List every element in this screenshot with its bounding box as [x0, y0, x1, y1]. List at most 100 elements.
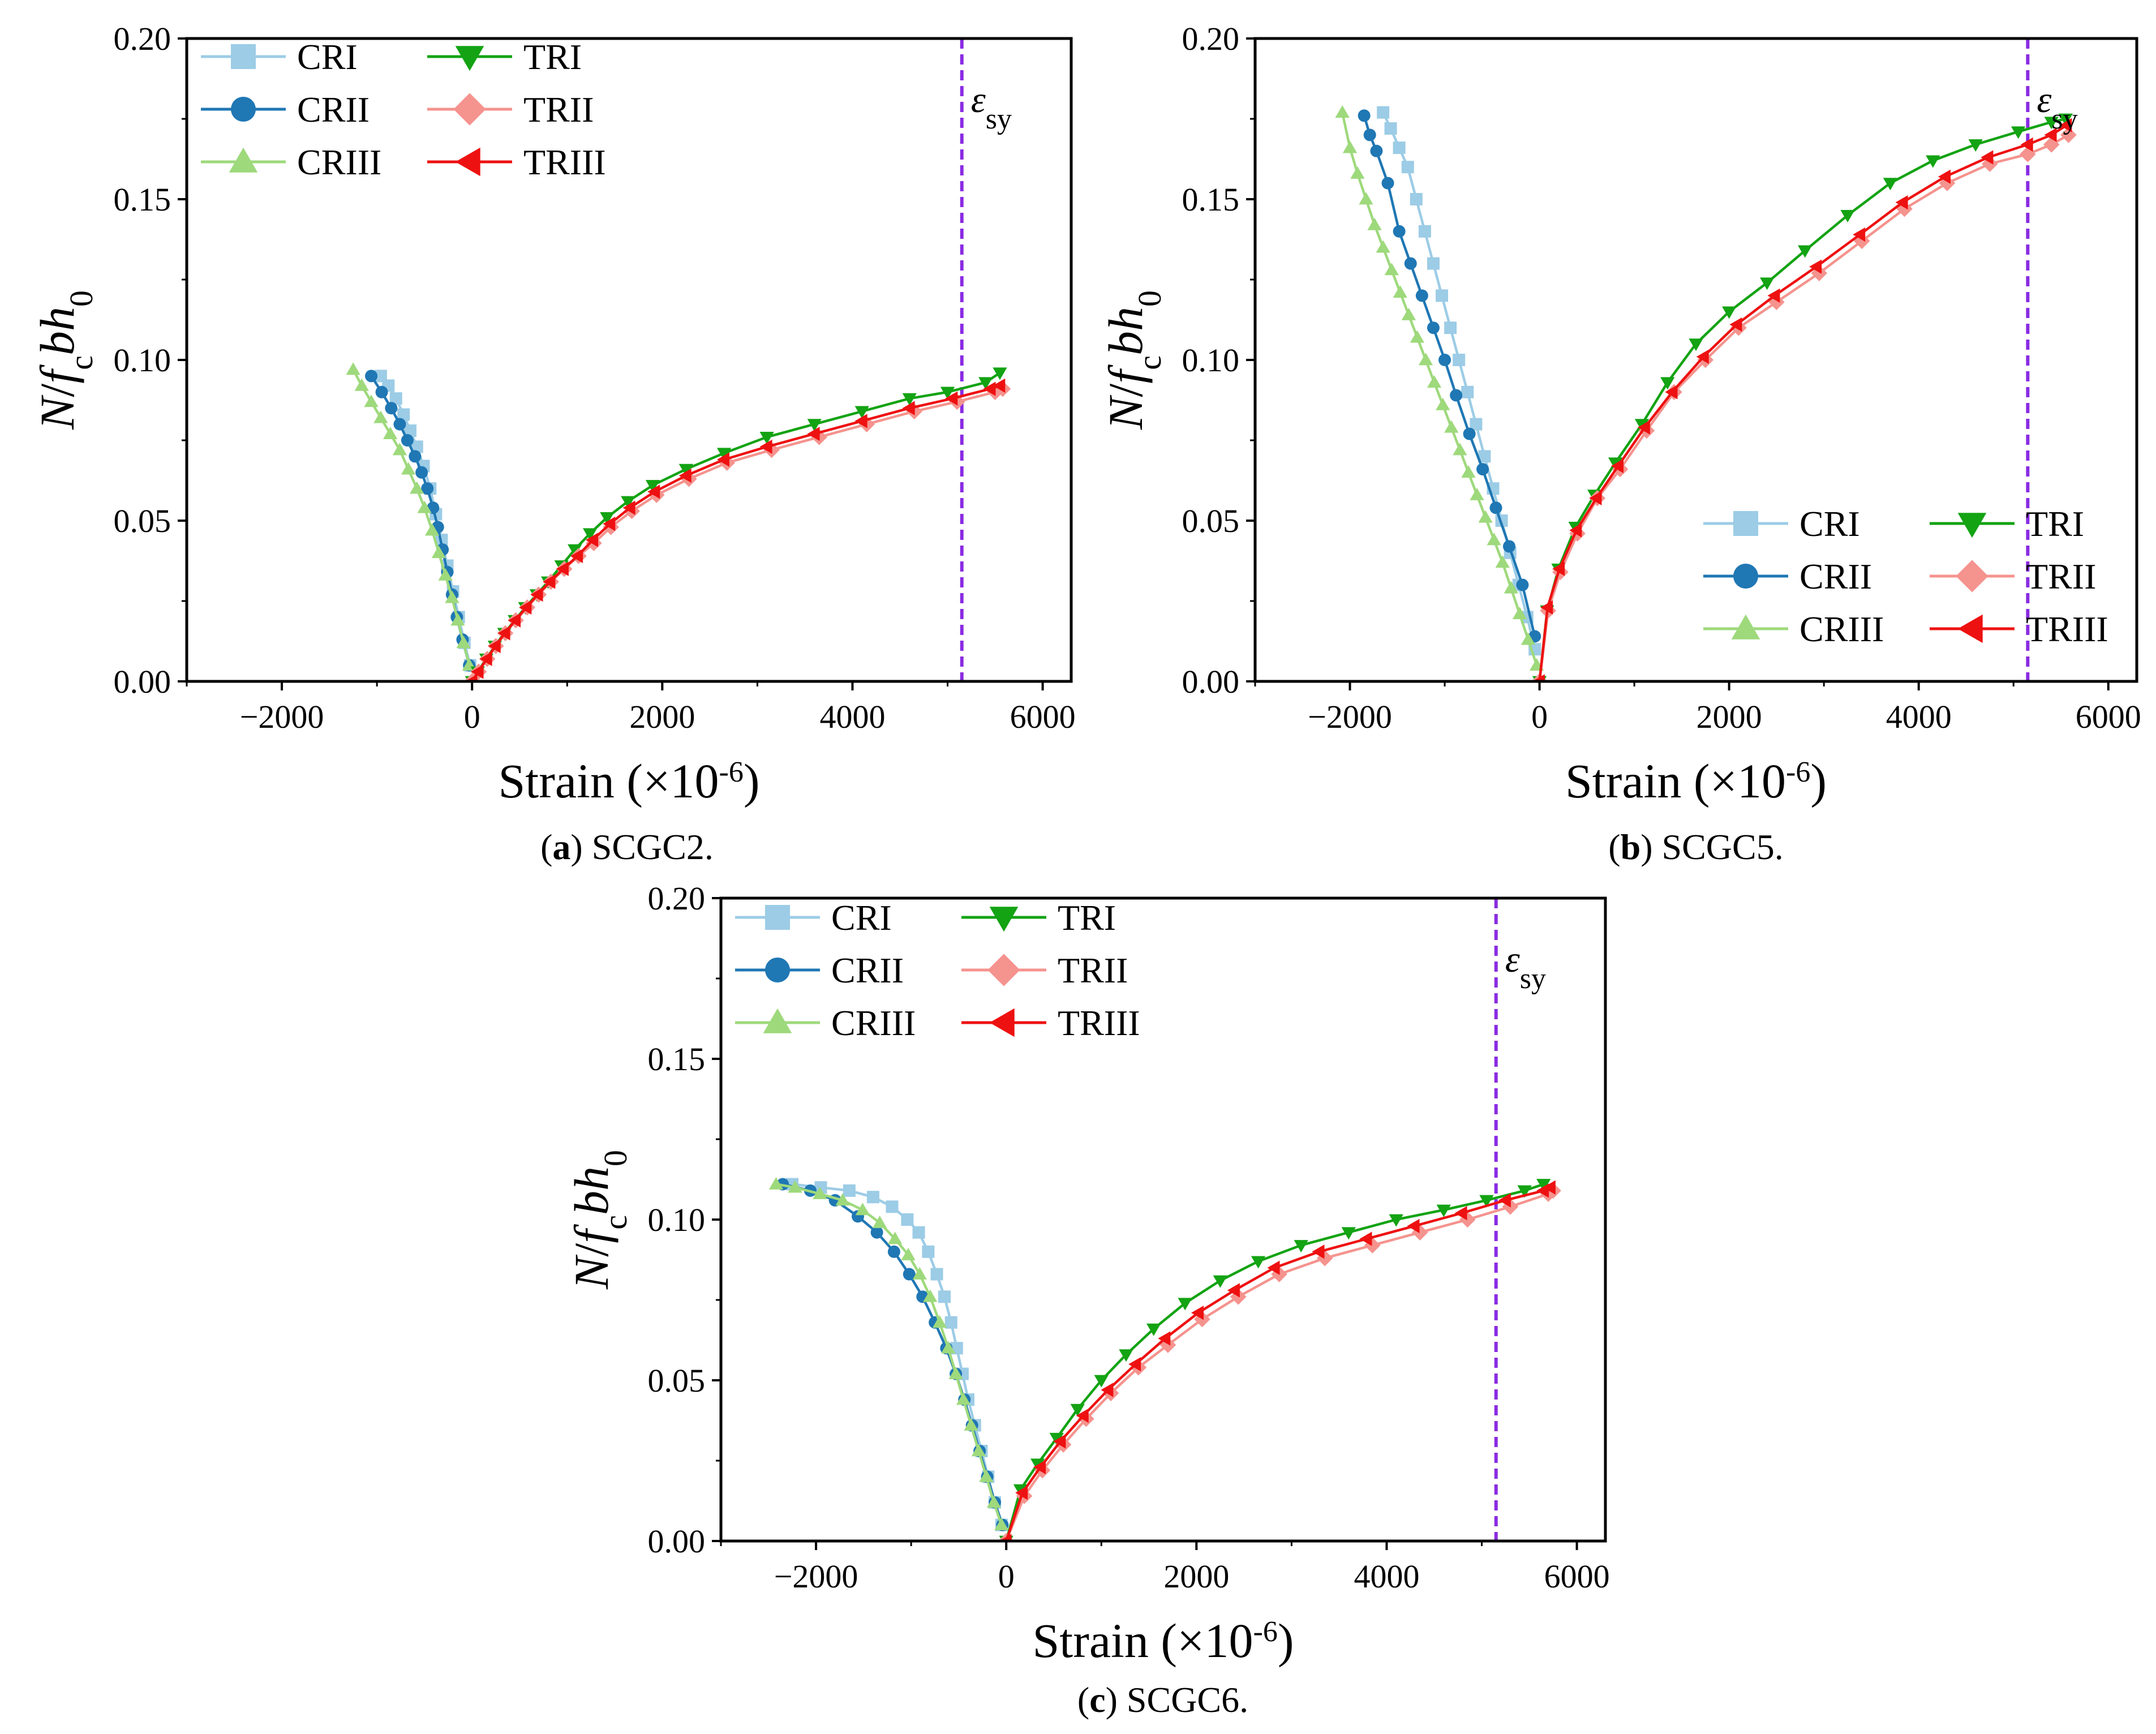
data-point-CRIII — [912, 1267, 927, 1280]
data-point-TRIII — [1665, 385, 1678, 400]
data-point-CRI — [901, 1213, 914, 1226]
x-tick-label: 6000 — [1010, 698, 1076, 735]
yield-strain-label: εsy — [971, 79, 1012, 135]
data-point-CRIII — [964, 1418, 978, 1431]
legend-label-CRI: CRI — [1799, 504, 1860, 544]
data-point-CRIII — [456, 636, 471, 649]
y-tick-label: 0.20 — [114, 20, 171, 57]
data-point-CRII — [1404, 257, 1417, 270]
x-axis-title: Strain (×10-6) — [1032, 1613, 1294, 1668]
data-point-TRIII — [983, 381, 996, 396]
data-point-CRII — [393, 418, 406, 431]
legend-label-TRIII: TRIII — [2026, 609, 2108, 649]
series-line-CRI — [1382, 111, 1536, 650]
data-point-CRIII — [932, 1315, 947, 1328]
data-point-CRII — [887, 1245, 900, 1258]
data-point-TRIII — [1532, 674, 1545, 681]
data-point-CRIII — [1521, 632, 1536, 645]
chart-panel-b: −2000 0 2000 4000 6000 0.00 0.05 0.10 0.15 0.20 St… — [1098, 20, 2141, 867]
data-point-CRIII — [1410, 330, 1425, 343]
legend-marker-CRI — [231, 44, 256, 69]
data-point-TRIII — [1015, 1486, 1028, 1500]
legend-marker-CRII — [765, 958, 790, 982]
data-point-TRI — [854, 406, 869, 419]
series-line-TRIII — [471, 384, 1000, 681]
data-point-TRIII — [1543, 1180, 1556, 1195]
series-line-TRII — [471, 388, 1003, 681]
data-point-CRIII — [445, 590, 459, 603]
data-point-CRI — [1393, 141, 1406, 154]
x-tick-label: 2000 — [1163, 1558, 1229, 1595]
legend-marker-TRII — [1956, 560, 1988, 593]
data-point-TRII — [1811, 265, 1828, 281]
data-point-TRI — [1389, 1214, 1403, 1227]
data-point-TRIII — [603, 517, 616, 531]
data-point-CRI — [922, 1245, 935, 1258]
data-point-TRI — [582, 528, 598, 541]
data-point-TRIII — [2059, 118, 2072, 133]
data-point-TRIII — [716, 452, 729, 467]
x-tick-label: 0 — [998, 1558, 1015, 1595]
data-point-CRI — [938, 1290, 951, 1303]
data-point-CRI — [944, 1316, 957, 1329]
legend-marker-CRI — [1733, 511, 1758, 536]
legend-marker-TRI — [1957, 513, 1987, 538]
data-point-CRII — [1476, 463, 1489, 476]
data-point-CRI — [410, 440, 423, 453]
data-point-TRII — [1411, 1224, 1428, 1241]
data-point-TRI — [2044, 117, 2059, 130]
plot-area — [1335, 105, 2077, 681]
data-point-TRI — [568, 544, 582, 557]
data-point-CRIII — [1512, 607, 1527, 620]
data-point-TRIII — [1128, 1357, 1141, 1372]
data-point-TRI — [940, 387, 955, 400]
data-point-CRIII — [979, 1469, 994, 1482]
data-point-CRII — [1463, 427, 1476, 440]
data-point-CRI — [930, 1268, 943, 1281]
data-point-CRI — [1436, 289, 1449, 302]
data-point-CRII — [401, 434, 414, 447]
data-point-TRIII — [678, 468, 692, 483]
data-point-TRI — [1146, 1323, 1161, 1336]
legend-label-CRII: CRII — [831, 950, 904, 990]
data-point-TRII — [1316, 1250, 1333, 1267]
legend-label-CRIII: CRIII — [1799, 609, 1884, 649]
data-point-TRIII — [1552, 561, 1565, 576]
data-point-CRIII — [873, 1216, 887, 1229]
data-point-TRI — [1479, 1195, 1494, 1208]
legend-marker-CRII — [231, 97, 256, 122]
legend-label-CRI: CRI — [297, 37, 358, 77]
legend: CRI CRII CRIII TRI TRII TRIII — [1703, 504, 2108, 649]
legend-label-TRIII: TRIII — [523, 142, 606, 182]
data-point-TRI — [807, 419, 822, 432]
x-tick-label: 2000 — [629, 698, 695, 735]
series-line-CRII — [1363, 115, 1536, 637]
data-point-TRII — [2043, 136, 2060, 153]
series-line-TRII — [1005, 1190, 1554, 1541]
data-point-TRI — [1968, 139, 1983, 152]
data-point-TRI — [1689, 338, 1703, 351]
data-point-CRII — [375, 385, 388, 398]
plot-area — [768, 1177, 1561, 1541]
data-point-TRIII — [1809, 259, 1822, 274]
data-point-CRIII — [813, 1186, 827, 1199]
series-line-TRI — [471, 371, 1001, 681]
x-tick-label: 6000 — [2076, 698, 2141, 735]
data-point-CRI — [1453, 354, 1466, 366]
data-point-TRIII — [1853, 227, 1866, 242]
data-point-CRIII — [1495, 555, 1510, 568]
series-line-TRI — [1538, 117, 2066, 681]
data-point-TRIII — [999, 1534, 1012, 1541]
data-point-TRI — [1517, 1185, 1532, 1198]
data-point-CRI — [843, 1184, 856, 1197]
legend: CRI CRII CRIII TRI TRII TRIII — [735, 898, 1140, 1043]
data-point-TRI — [1536, 1179, 1551, 1192]
data-point-TRIII — [570, 548, 583, 564]
data-point-CRII — [365, 370, 378, 383]
data-point-TRIII — [585, 533, 598, 547]
panel-caption: (c) SCGC6. — [1077, 1680, 1248, 1720]
data-point-CRI — [912, 1226, 925, 1239]
data-point-CRIII — [986, 1495, 1001, 1508]
data-point-TRIII — [497, 626, 510, 641]
data-point-TRI — [993, 367, 1007, 380]
